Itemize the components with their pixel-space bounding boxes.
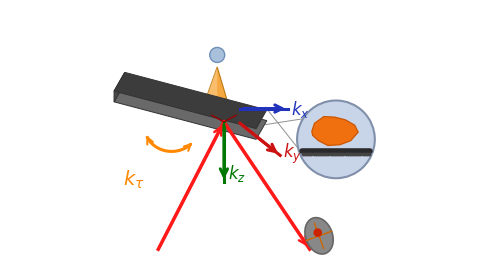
Circle shape — [210, 47, 225, 62]
Polygon shape — [114, 72, 125, 102]
Text: $k_z$: $k_z$ — [228, 163, 246, 184]
Circle shape — [313, 228, 322, 237]
Polygon shape — [203, 67, 232, 117]
Polygon shape — [203, 67, 217, 113]
Ellipse shape — [305, 218, 333, 254]
Polygon shape — [114, 72, 267, 129]
Text: $k_y$: $k_y$ — [283, 142, 302, 166]
Text: $k_x$: $k_x$ — [291, 99, 310, 120]
Polygon shape — [114, 83, 267, 139]
Circle shape — [297, 100, 375, 178]
Text: $k_\tau$: $k_\tau$ — [123, 168, 145, 191]
Polygon shape — [312, 117, 358, 146]
